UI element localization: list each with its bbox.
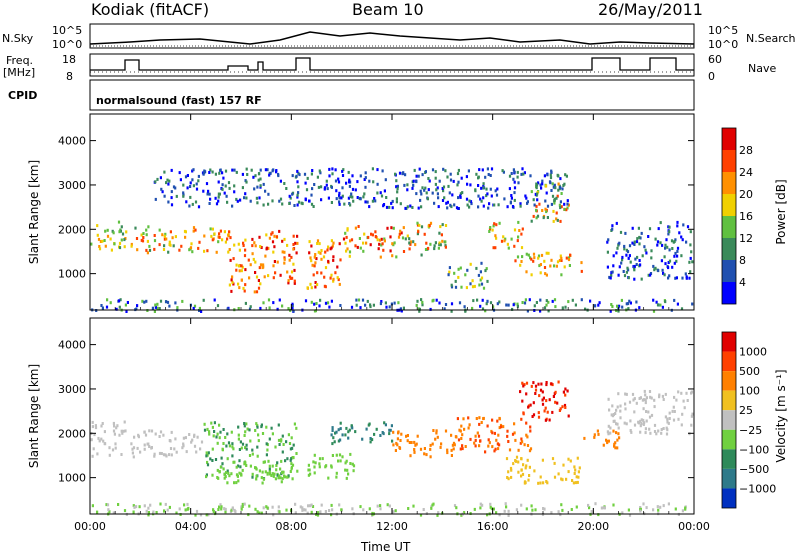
colorbar-tick-label: 1000: [739, 346, 767, 359]
colorbar-segment: [722, 216, 736, 238]
x-tick-label: 16:00: [477, 520, 509, 533]
freq-unit-label: [MHz]: [3, 66, 36, 79]
colorbar-tick-label: −500: [739, 463, 769, 476]
x-axis-label: Time UT: [361, 540, 411, 554]
freq-label: Freq.: [6, 54, 34, 67]
cpid-panel: [89, 79, 695, 111]
nsky-trace: [89, 31, 695, 45]
x-tick-label: 20:00: [577, 520, 609, 533]
nave-top: 60: [708, 53, 722, 66]
colorbar-segment: [722, 238, 736, 260]
y-axis-label: Slant Range [km]: [27, 364, 41, 468]
date-title: 26/May/2011: [598, 0, 703, 19]
colorbar-tick-label: −1000: [739, 482, 776, 495]
beam-title: Beam 10: [352, 0, 424, 19]
nsearch-ten5: 10^5: [708, 24, 739, 37]
colorbar-tick-label: 28: [739, 144, 753, 157]
nsearch-ten0: 10^0: [708, 38, 739, 51]
colorbar-segment: [722, 194, 736, 216]
y-tick-label: 1000: [58, 472, 86, 485]
freq-bot: 8: [66, 70, 73, 83]
colorbar-tick-label: −25: [739, 424, 762, 437]
colorbar-tick-label: 20: [739, 188, 753, 201]
colorbar-tick-label: 100: [739, 385, 760, 398]
colorbar-segment: [722, 150, 736, 172]
colorbar-segment: [722, 449, 736, 469]
nave-bot: 0: [708, 70, 715, 83]
colorbar-segment: [722, 468, 736, 489]
nave-label: Nave: [748, 62, 777, 75]
colorbar-segment: [722, 282, 736, 304]
colorbar-tick-label: 24: [739, 166, 753, 179]
colorbar-segment: [722, 332, 736, 352]
nsky-ten5: 10^5: [52, 24, 83, 37]
x-tick-label: 04:00: [175, 520, 207, 533]
colorbar-label: Velocity [m s⁻¹]: [774, 369, 788, 462]
y-tick-label: 1000: [58, 268, 86, 281]
x-tick-label: 12:00: [376, 520, 408, 533]
colorbar-segment: [722, 260, 736, 282]
nsky-label: N.Sky: [2, 32, 34, 45]
colorbar-tick-label: 16: [739, 210, 753, 223]
nsky-ten0: 10^0: [52, 38, 83, 51]
x-tick-label: 08:00: [275, 520, 307, 533]
cpid-label: CPID: [8, 89, 38, 102]
colorbar-tick-label: −100: [739, 443, 769, 456]
freq-panel: [89, 53, 695, 77]
y-tick-label: 3000: [58, 179, 86, 192]
colorbar-segment: [722, 488, 736, 508]
power-panel: [89, 113, 695, 313]
colorbar-segment: [722, 172, 736, 194]
y-tick-label: 2000: [58, 427, 86, 440]
cpid-text: normalsound (fast) 157 RF: [96, 94, 262, 107]
colorbar-segment: [722, 351, 736, 372]
y-tick-label: 3000: [58, 383, 86, 396]
colorbar-segment: [722, 390, 736, 411]
colorbar-tick-label: 8: [739, 254, 746, 267]
nsearch-label: N.Search: [746, 32, 796, 45]
power-colorbar: 28 24 20 16 12 8 4 Power [dB]: [721, 127, 788, 305]
power-scatter: [90, 167, 694, 313]
colorbar-segment: [722, 429, 736, 450]
colorbar-segment: [722, 128, 736, 150]
freq-trace: [90, 57, 694, 71]
colorbar-label: Power [dB]: [774, 179, 788, 244]
y-tick-label: 2000: [58, 223, 86, 236]
freq-top: 18: [62, 53, 76, 66]
nsky-panel: [89, 23, 695, 49]
velocity-scatter: [90, 380, 694, 517]
velocity-panel: [89, 317, 695, 517]
y-tick-label: 4000: [58, 135, 86, 148]
colorbar-tick-label: 12: [739, 232, 753, 245]
x-tick-label: 00:00: [678, 520, 710, 533]
y-axis-label: Slant Range [km]: [27, 160, 41, 264]
colorbar-segment: [722, 371, 736, 391]
colorbar-segment: [722, 410, 736, 430]
x-tick-label: 00:00: [74, 520, 106, 533]
velocity-colorbar: 1000 500 100 25 −25 −100 −500 −1000 Velocity [m …: [721, 331, 788, 509]
colorbar-tick-label: 500: [739, 365, 760, 378]
colorbar-tick-label: 25: [739, 404, 753, 417]
y-tick-label: 4000: [58, 339, 86, 352]
colorbar-tick-label: 4: [739, 276, 746, 289]
station-title: Kodiak (fitACF): [91, 0, 210, 19]
